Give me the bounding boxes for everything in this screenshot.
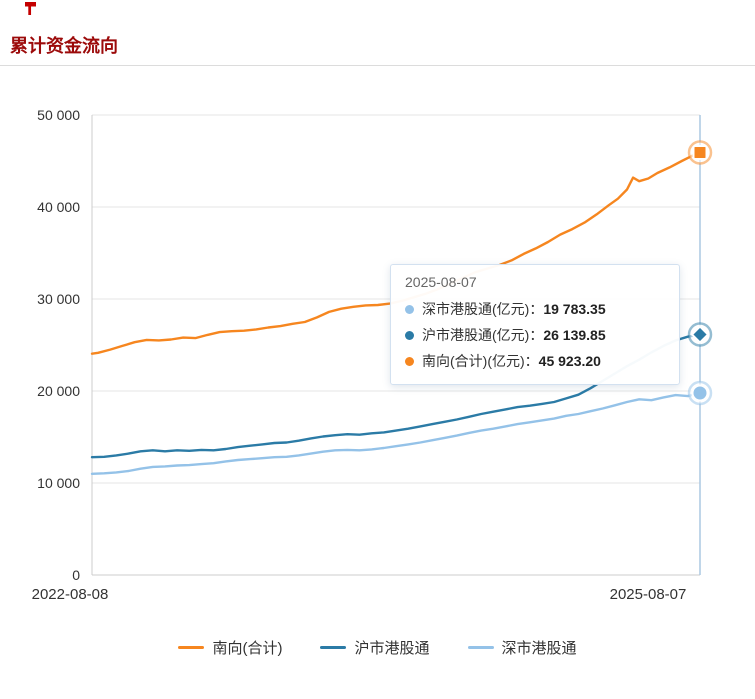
series-line-shenzhen-connect	[90, 391, 702, 475]
tooltip-label: 南向(合计)(亿元)：	[422, 353, 539, 369]
tooltip-value: 45 923.20	[538, 353, 601, 369]
shanghai-series-dot-icon	[405, 330, 414, 340]
legend-line-icon	[320, 646, 347, 649]
legend-line-icon	[467, 646, 494, 649]
south-series-dot-icon	[405, 356, 414, 366]
legend-label: 沪市港股通	[354, 640, 430, 657]
chart-legend: 南向(合计) 沪市港股通 深市港股通	[0, 637, 755, 658]
tooltip-row: 深市港股通(亿元)： 19 783.35	[405, 296, 663, 322]
tooltip-value: 19 783.35	[543, 301, 606, 317]
legend-item-south-total[interactable]: 南向(合计)	[178, 637, 282, 658]
tooltip-row: 南向(合计)(亿元)： 45 923.20	[405, 348, 663, 374]
y-tick-label: 20 000	[37, 383, 80, 399]
decorative-mark	[25, 2, 36, 15]
y-tick-label: 0	[72, 567, 80, 583]
y-tick-label: 40 000	[37, 199, 80, 215]
legend-label: 深市港股通	[501, 640, 577, 657]
chart-tooltip: 2025-08-07 深市港股通(亿元)： 19 783.35 沪市港股通(亿元…	[390, 264, 680, 385]
end-marker-circle-shenzhen-connect	[691, 384, 709, 402]
tooltip-label: 深市港股通(亿元)：	[422, 301, 544, 317]
x-axis-label-start: 2022-08-08	[32, 586, 109, 603]
legend-item-shenzhen-connect[interactable]: 深市港股通	[467, 637, 577, 658]
legend-item-shanghai-connect[interactable]: 沪市港股通	[320, 637, 430, 658]
y-tick-label: 50 000	[37, 107, 80, 123]
end-marker-square-south-total	[692, 145, 708, 161]
page-title: 累计资金流向	[10, 36, 118, 56]
y-tick-label: 30 000	[37, 291, 80, 307]
shenzhen-series-dot-icon	[405, 304, 414, 314]
tooltip-date: 2025-08-07	[405, 274, 477, 290]
tooltip-label: 沪市港股通(亿元)：	[422, 327, 544, 343]
tooltip-row: 沪市港股通(亿元)： 26 139.85	[405, 322, 663, 348]
end-marker-diamond-shanghai-connect	[690, 325, 710, 344]
tooltip-value: 26 139.85	[543, 327, 606, 343]
x-axis-label-end: 2025-08-07	[610, 586, 687, 603]
legend-label: 南向(合计)	[212, 640, 283, 657]
y-tick-label: 10 000	[37, 475, 80, 491]
legend-line-icon	[178, 646, 205, 649]
header-divider	[0, 65, 755, 66]
